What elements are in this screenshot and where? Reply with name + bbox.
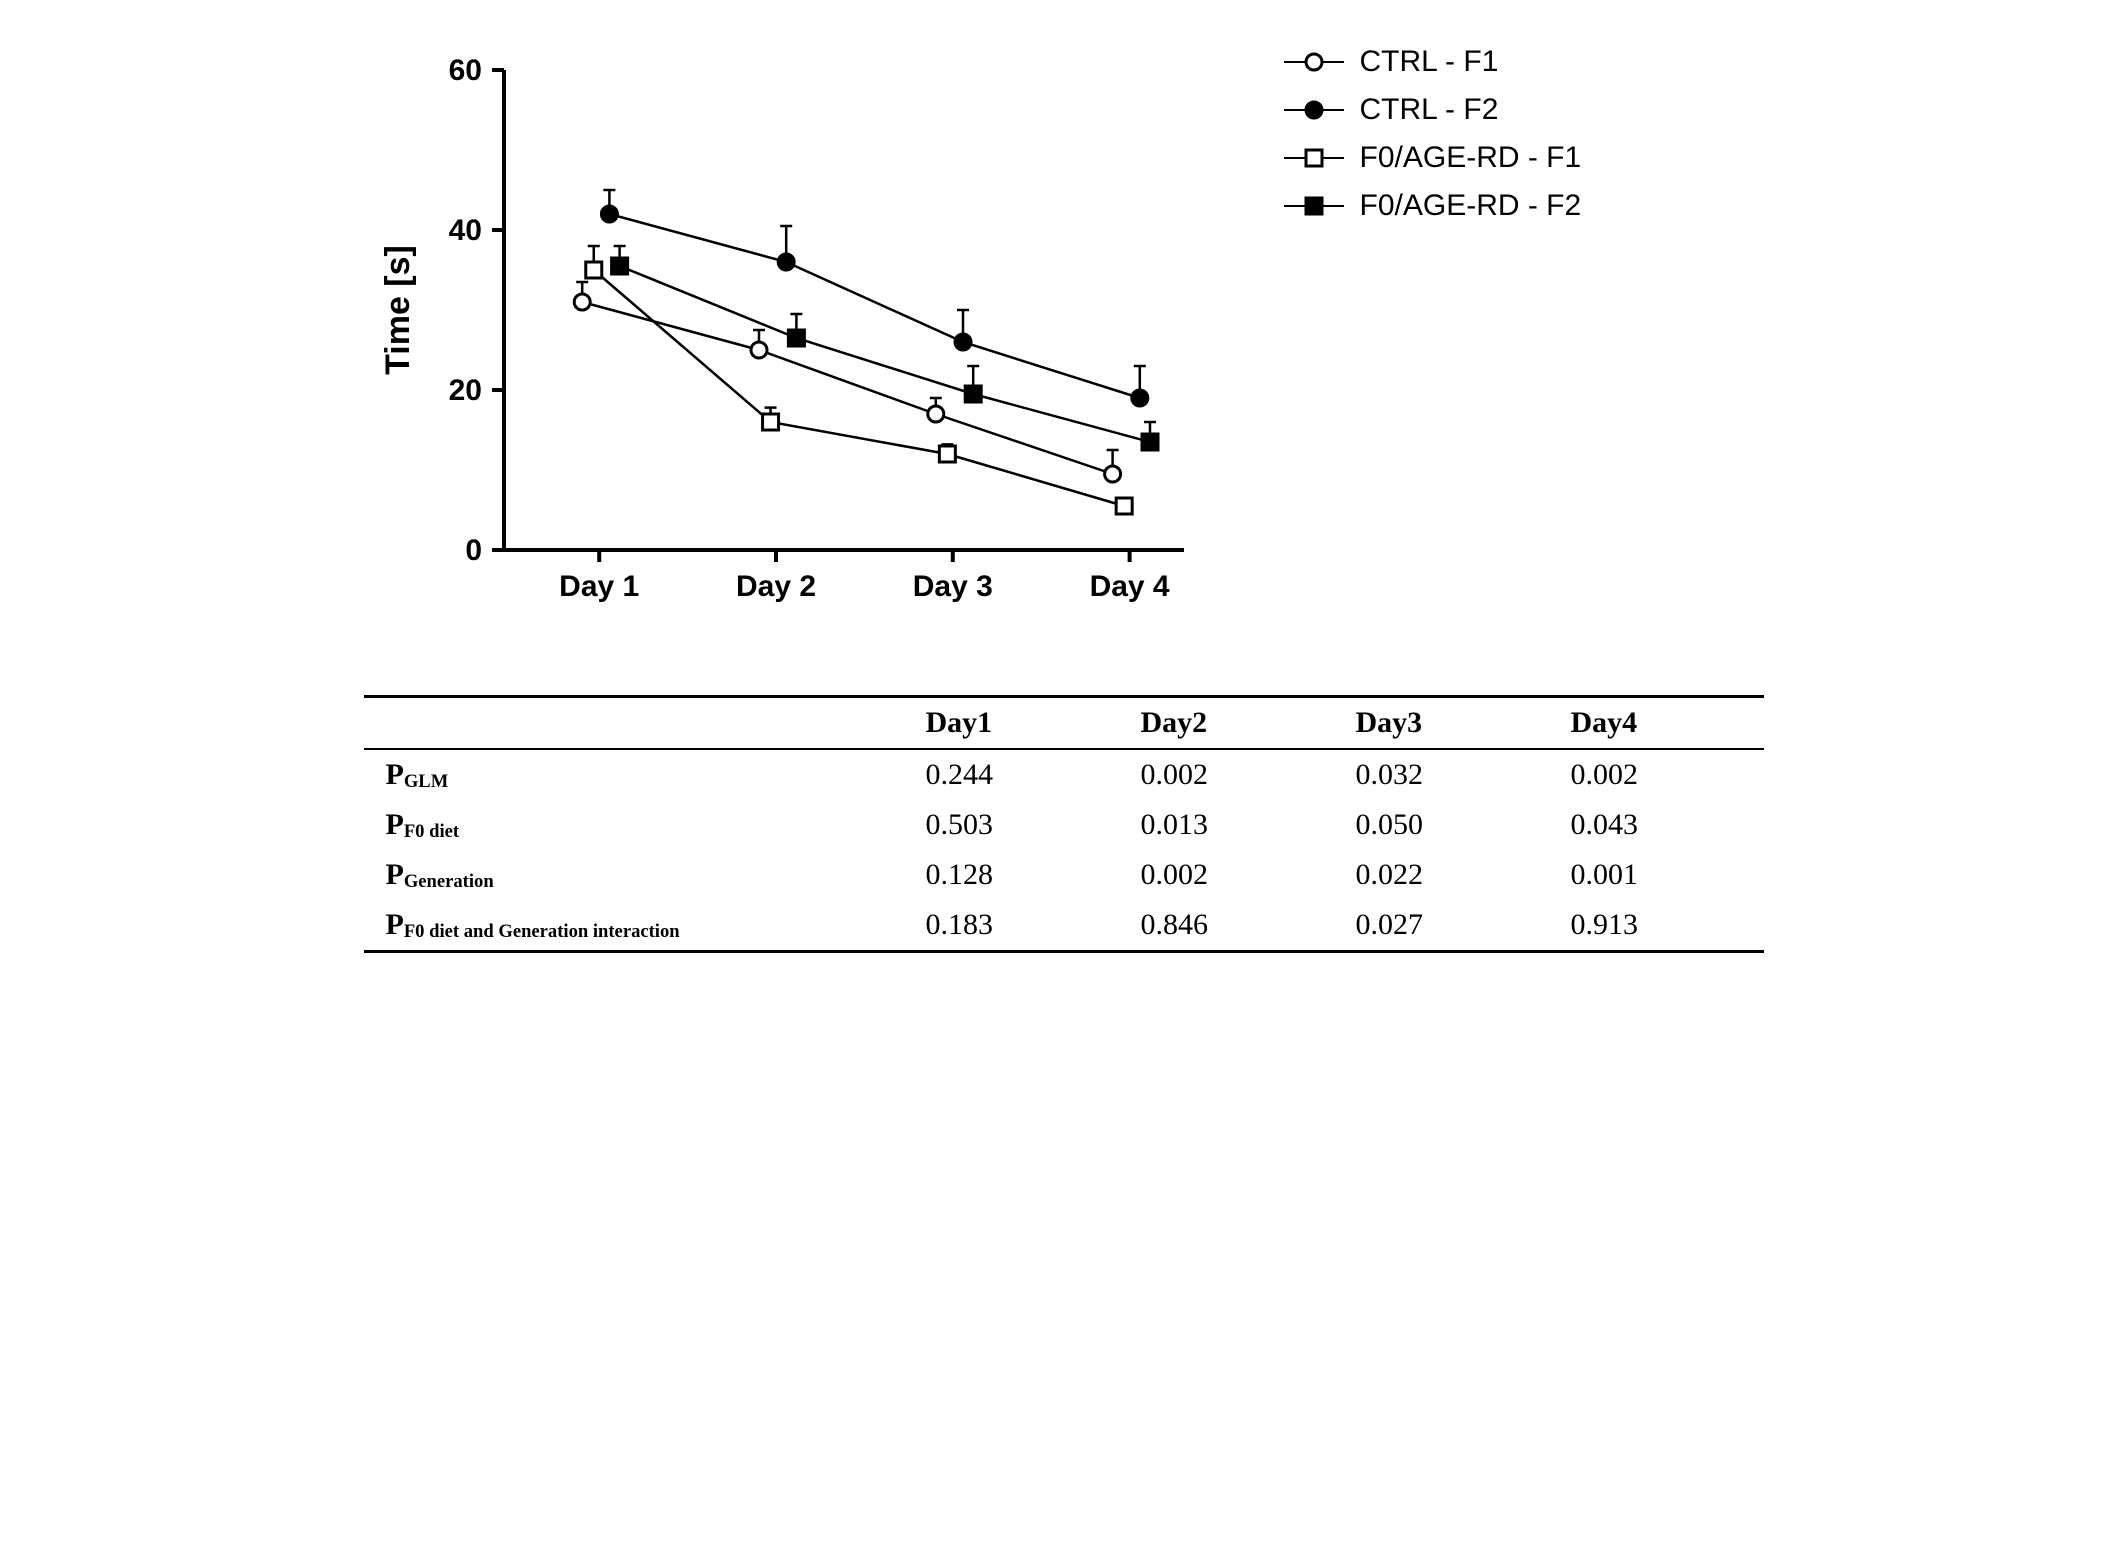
legend: CTRL - F1 CTRL - F2 F0/AGE-RD - F1 F0/AGE-R…	[1284, 45, 1582, 223]
table-header: Day2	[1119, 697, 1334, 750]
x-tick-label: Day 1	[559, 570, 639, 603]
table-header-empty	[364, 697, 904, 750]
table-row: PGeneration0.1280.0020.0220.001	[364, 850, 1764, 900]
table-header: Day3	[1334, 697, 1549, 750]
legend-label: CTRL - F1	[1360, 45, 1499, 79]
table-cell: 0.128	[904, 850, 1119, 900]
figure-container: 0 20 40 60 Time [s] Day 1 Day 2 Day 3 Day 4 CTRL…	[364, 40, 1764, 953]
table-cell: 0.002	[1119, 850, 1334, 900]
legend-item: F0/AGE-RD - F2	[1284, 189, 1582, 223]
table-cell: 0.846	[1119, 900, 1334, 952]
legend-item: F0/AGE-RD - F1	[1284, 141, 1582, 175]
table-cell: 0.244	[904, 749, 1119, 800]
y-axis-label: Time [s]	[379, 245, 417, 375]
table-row: PF0 diet and Generation interaction0.183…	[364, 900, 1764, 952]
table-header: Day4	[1549, 697, 1764, 750]
y-tick-label: 20	[448, 374, 481, 407]
table-cell: 0.503	[904, 800, 1119, 850]
legend-item: CTRL - F2	[1284, 93, 1582, 127]
y-tick-label: 60	[448, 54, 481, 87]
y-tick-label: 40	[448, 214, 481, 247]
table-cell: 0.043	[1549, 800, 1764, 850]
table-cell: 0.013	[1119, 800, 1334, 850]
line-chart: 0 20 40 60 Time [s] Day 1 Day 2 Day 3 Day 4	[364, 40, 1224, 660]
x-tick-label: Day 3	[912, 570, 992, 603]
top-section: 0 20 40 60 Time [s] Day 1 Day 2 Day 3 Day 4 CTRL…	[364, 40, 1764, 665]
legend-label: CTRL - F2	[1360, 93, 1499, 127]
table-cell: 0.032	[1334, 749, 1549, 800]
table-cell: 0.001	[1549, 850, 1764, 900]
legend-marker	[1284, 146, 1344, 170]
chart-wrap: 0 20 40 60 Time [s] Day 1 Day 2 Day 3 Day 4	[364, 40, 1224, 665]
legend-item: CTRL - F1	[1284, 45, 1582, 79]
stats-table: Day1Day2Day3Day4PGLM0.2440.0020.0320.002…	[364, 695, 1764, 953]
x-tick-label: Day 4	[1089, 570, 1169, 603]
legend-marker	[1284, 50, 1344, 74]
legend-label: F0/AGE-RD - F1	[1360, 141, 1582, 175]
table-row-label: PGLM	[364, 749, 904, 800]
table-row: PF0 diet0.5030.0130.0500.043	[364, 800, 1764, 850]
table-cell: 0.022	[1334, 850, 1549, 900]
table-cell: 0.913	[1549, 900, 1764, 952]
table-cell: 0.027	[1334, 900, 1549, 952]
x-tick-label: Day 2	[735, 570, 815, 603]
table-row-label: PF0 diet	[364, 800, 904, 850]
table-row: PGLM0.2440.0020.0320.002	[364, 749, 1764, 800]
table-row-label: PF0 diet and Generation interaction	[364, 900, 904, 952]
table-cell: 0.002	[1549, 749, 1764, 800]
table-cell: 0.050	[1334, 800, 1549, 850]
legend-marker	[1284, 98, 1344, 122]
y-tick-label: 0	[465, 534, 482, 567]
table-header: Day1	[904, 697, 1119, 750]
legend-marker	[1284, 194, 1344, 218]
legend-label: F0/AGE-RD - F2	[1360, 189, 1582, 223]
table-cell: 0.183	[904, 900, 1119, 952]
table-cell: 0.002	[1119, 749, 1334, 800]
table-row-label: PGeneration	[364, 850, 904, 900]
